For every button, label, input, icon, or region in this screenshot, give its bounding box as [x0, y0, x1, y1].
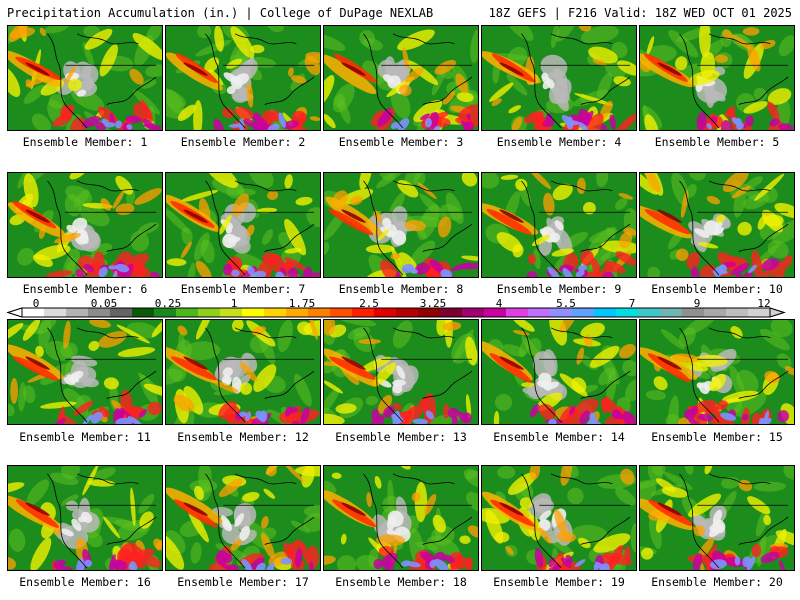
colorbar-swatch — [616, 308, 639, 317]
ensemble-map-panel — [481, 319, 637, 425]
ensemble-member-label: Ensemble Member: 20 — [651, 575, 783, 589]
colorbar-swatch — [440, 308, 463, 317]
ensemble-map-panel — [639, 25, 795, 131]
ensemble-member-label: Ensemble Member: 13 — [335, 430, 467, 444]
colorbar-swatch — [154, 308, 177, 317]
colorbar-tick-label: 2.5 — [359, 297, 379, 310]
ensemble-member-label: Ensemble Member: 8 — [338, 282, 464, 296]
colorbar-swatch — [462, 308, 485, 317]
ensemble-map-panel — [323, 465, 479, 571]
ensemble-map-panel — [481, 25, 637, 131]
colorbar-tick-label: 0.05 — [90, 297, 118, 310]
colorbar-tick-label: 0 — [32, 297, 40, 310]
colorbar-swatch — [528, 308, 551, 317]
ensemble-member-label: Ensemble Member: 17 — [177, 575, 309, 589]
ensemble-member-label: Ensemble Member: 3 — [338, 135, 464, 149]
colorbar-tick-label: 5.5 — [556, 297, 576, 310]
chart-title: Precipitation Accumulation (in.) | Colle… — [7, 6, 434, 20]
ensemble-map-panel — [7, 172, 163, 278]
ensemble-map-panel — [323, 319, 479, 425]
ensemble-map-panel — [639, 319, 795, 425]
colorbar-swatch — [572, 308, 595, 317]
ensemble-member-label: Ensemble Member: 19 — [493, 575, 625, 589]
colorbar-tick-label: 1 — [230, 297, 238, 310]
ensemble-map-panel — [165, 25, 321, 131]
ensemble-member-label: Ensemble Member: 7 — [180, 282, 306, 296]
colorbar — [6, 307, 786, 318]
colorbar-tick-label: 9 — [693, 297, 701, 310]
ensemble-member-label: Ensemble Member: 4 — [496, 135, 622, 149]
ensemble-map-panel — [165, 172, 321, 278]
ensemble-member-label: Ensemble Member: 12 — [177, 430, 309, 444]
run-valid-time: 18Z GEFS | F216 Valid: 18Z WED OCT 01 20… — [488, 6, 792, 20]
colorbar-swatch — [594, 308, 617, 317]
ensemble-member-label: Ensemble Member: 9 — [496, 282, 622, 296]
colorbar-swatch — [66, 308, 89, 317]
colorbar-swatch — [682, 308, 705, 317]
ensemble-member-label: Ensemble Member: 11 — [19, 430, 151, 444]
colorbar-tick-label: 12 — [757, 297, 771, 310]
colorbar-swatch — [110, 308, 133, 317]
colorbar-tick-label: 0.25 — [154, 297, 182, 310]
colorbar-swatch — [198, 308, 221, 317]
ensemble-member-label: Ensemble Member: 1 — [22, 135, 148, 149]
ensemble-map-panel — [165, 319, 321, 425]
colorbar-swatch — [726, 308, 749, 317]
colorbar-swatch — [308, 308, 331, 317]
colorbar-swatch — [286, 308, 309, 317]
ensemble-map-panel — [639, 465, 795, 571]
colorbar-swatch — [132, 308, 155, 317]
ensemble-member-label: Ensemble Member: 10 — [651, 282, 783, 296]
colorbar-tick-label: 4 — [495, 297, 503, 310]
ensemble-map-panel — [639, 172, 795, 278]
ensemble-member-label: Ensemble Member: 18 — [335, 575, 467, 589]
ensemble-member-label: Ensemble Member: 5 — [654, 135, 780, 149]
colorbar-swatch — [550, 308, 573, 317]
colorbar-swatch — [264, 308, 287, 317]
ensemble-member-label: Ensemble Member: 2 — [180, 135, 306, 149]
ensemble-map-panel — [165, 465, 321, 571]
colorbar-swatch — [660, 308, 683, 317]
ensemble-map-panel — [323, 172, 479, 278]
colorbar-swatch — [22, 308, 45, 317]
colorbar-swatch — [396, 308, 419, 317]
colorbar-swatch — [44, 308, 67, 317]
colorbar-swatch — [242, 308, 265, 317]
colorbar-swatch — [418, 308, 441, 317]
ensemble-map-panel — [7, 319, 163, 425]
colorbar-swatch — [220, 308, 243, 317]
colorbar-swatch — [176, 308, 199, 317]
colorbar-swatch — [330, 308, 353, 317]
colorbar-tick-label: 1.75 — [288, 297, 316, 310]
colorbar-swatch — [704, 308, 727, 317]
ensemble-map-panel — [481, 465, 637, 571]
colorbar-swatch — [352, 308, 375, 317]
colorbar-swatch — [638, 308, 661, 317]
ensemble-map-panel — [7, 25, 163, 131]
colorbar-swatch — [374, 308, 397, 317]
colorbar-swatch — [88, 308, 111, 317]
ensemble-map-panel — [323, 25, 479, 131]
colorbar-tick-label: 3.25 — [419, 297, 447, 310]
ensemble-map-panel — [481, 172, 637, 278]
colorbar-swatch — [748, 308, 771, 317]
ensemble-member-label: Ensemble Member: 14 — [493, 430, 625, 444]
colorbar-swatch — [506, 308, 529, 317]
ensemble-map-panel — [7, 465, 163, 571]
ensemble-member-label: Ensemble Member: 6 — [22, 282, 148, 296]
ensemble-member-label: Ensemble Member: 15 — [651, 430, 783, 444]
colorbar-swatch — [484, 308, 507, 317]
colorbar-tick-label: 7 — [628, 297, 636, 310]
ensemble-member-label: Ensemble Member: 16 — [19, 575, 151, 589]
